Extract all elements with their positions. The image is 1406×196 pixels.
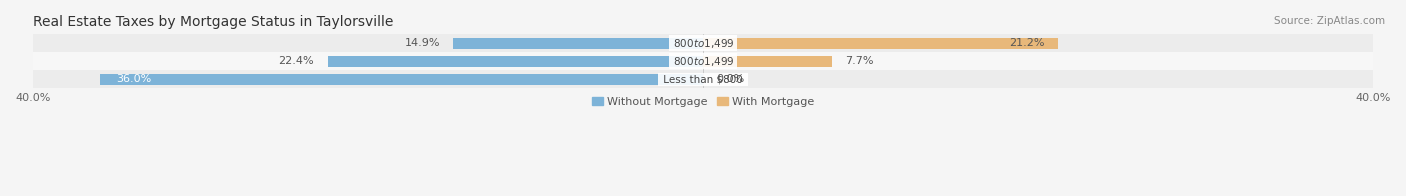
- Text: Less than $800: Less than $800: [659, 74, 747, 84]
- Text: Source: ZipAtlas.com: Source: ZipAtlas.com: [1274, 16, 1385, 26]
- Bar: [453, 38, 703, 49]
- Text: 0.0%: 0.0%: [717, 74, 745, 84]
- Text: 14.9%: 14.9%: [405, 38, 440, 48]
- Text: $800 to $1,499: $800 to $1,499: [671, 55, 735, 68]
- Bar: [100, 74, 703, 85]
- Bar: [703, 56, 832, 67]
- Bar: [32, 70, 1374, 88]
- Text: 36.0%: 36.0%: [117, 74, 152, 84]
- Text: $800 to $1,499: $800 to $1,499: [671, 37, 735, 50]
- Bar: [32, 34, 1374, 52]
- Legend: Without Mortgage, With Mortgage: Without Mortgage, With Mortgage: [588, 92, 818, 111]
- Bar: [703, 38, 1059, 49]
- Text: 7.7%: 7.7%: [845, 56, 875, 66]
- Text: Real Estate Taxes by Mortgage Status in Taylorsville: Real Estate Taxes by Mortgage Status in …: [32, 15, 394, 29]
- Text: 22.4%: 22.4%: [278, 56, 314, 66]
- Bar: [328, 56, 703, 67]
- Text: 21.2%: 21.2%: [1010, 38, 1045, 48]
- Bar: [32, 52, 1374, 70]
